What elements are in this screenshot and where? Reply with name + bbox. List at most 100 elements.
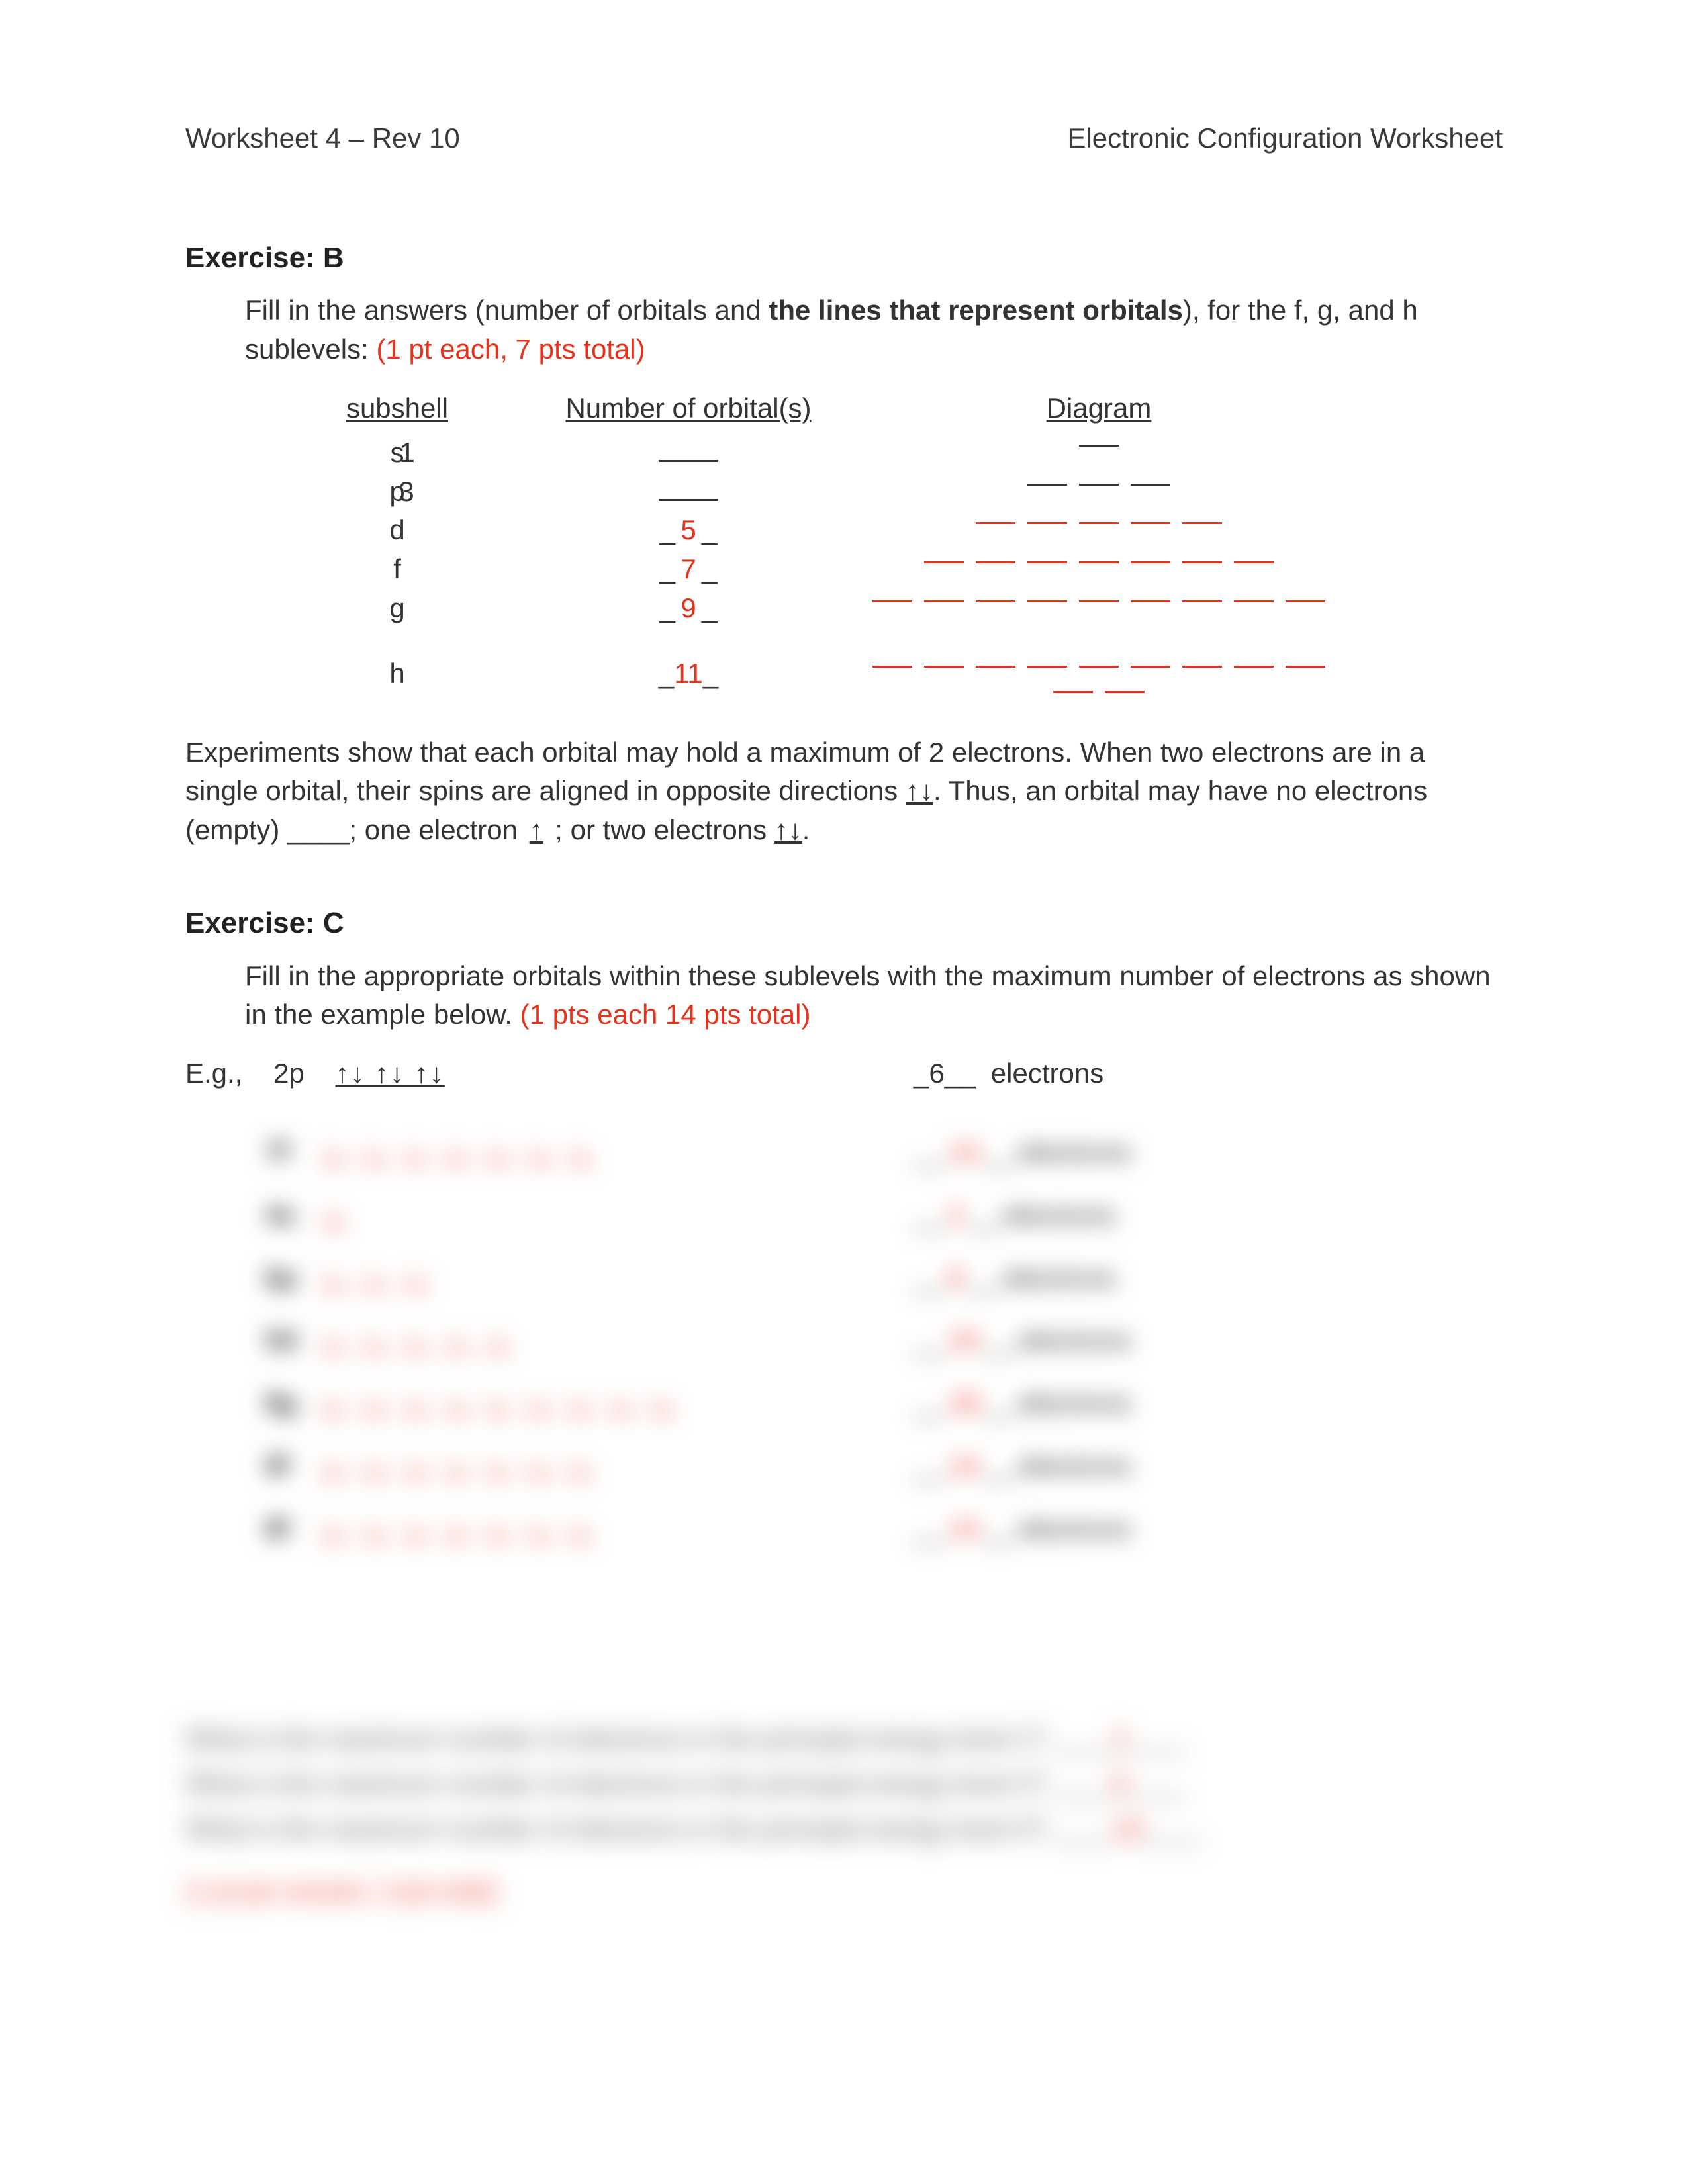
subshell-cell: g <box>278 589 516 628</box>
orbital-arrows: ↑↓ <box>361 1387 387 1422</box>
orbital-line <box>1079 433 1119 447</box>
subshell-cell: s1 <box>278 433 516 473</box>
electrons-word: electrons <box>1018 1321 1131 1360</box>
diagram-cell <box>861 550 1337 563</box>
orbital-line <box>924 589 964 602</box>
orbital-line <box>976 511 1015 524</box>
list-item: 8g↑↓↑↓↑↓↑↓↑↓↑↓↑↓↑↓↑↓__18__ electrons <box>265 1384 1503 1423</box>
header-subshell: subshell <box>278 389 516 428</box>
eg-count: _6__ <box>914 1058 975 1089</box>
orbital-arrows: ↑↓ <box>485 1450 510 1485</box>
orbital-arrows: ↑↓ <box>320 1262 346 1297</box>
electron-count: 2 <box>949 1196 964 1235</box>
header-left: Worksheet 4 – Rev 10 <box>185 119 460 158</box>
orbital-arrows: ↑↓ <box>485 1136 510 1171</box>
orbital-line <box>1053 680 1093 693</box>
orbital-arrows: ↑↓ <box>361 1136 387 1171</box>
exb-instr-bold: the lines that represent orbitals <box>769 295 1183 326</box>
orbital-line <box>976 550 1015 563</box>
table-header-row: subshell Number of orbital(s) Diagram <box>278 389 1503 428</box>
page-header: Worksheet 4 – Rev 10 Electronic Configur… <box>185 119 1503 158</box>
table-row: g_9_ <box>278 589 1503 628</box>
table-row: d_5_ <box>278 511 1503 550</box>
eg-orbitals: ↑↓ ↑↓ ↑↓ <box>335 1058 444 1089</box>
orbital-arrows: ↑↓ <box>444 1136 469 1171</box>
orbital-count-cell: _11_ <box>516 655 861 694</box>
orbital-arrows: ↑↓ <box>320 1513 346 1548</box>
orbital-arrows: ↑↓ <box>567 1450 592 1485</box>
explanation-paragraph: Experiments show that each orbital may h… <box>185 733 1503 850</box>
exb-instr-a: Fill in the answers (number of orbitals … <box>245 295 769 326</box>
exercise-c-rows-blurred: 7f↑↓↑↓↑↓↑↓↑↓↑↓↑↓__14__ electrons4s↑↓__2_… <box>265 1133 1503 1549</box>
electron-count: 10 <box>949 1321 980 1360</box>
arrow-up: ↑ <box>526 814 547 845</box>
header-number: Number of orbital(s) <box>516 389 861 428</box>
orbital-line <box>976 655 1015 668</box>
diagram-cell <box>861 473 1337 486</box>
orbital-arrows: ↑↓ <box>567 1513 592 1548</box>
list-item: 4s↑↓__2__ electrons <box>265 1196 1503 1235</box>
list-item: 7f↑↓↑↓↑↓↑↓↑↓↑↓↑↓__14__ electrons <box>265 1133 1503 1172</box>
electrons-word: electrons <box>1018 1133 1131 1172</box>
orbital-line <box>1027 550 1067 563</box>
electrons-word: electrons <box>1003 1259 1115 1298</box>
exercise-b-title: Exercise: B <box>185 238 1503 279</box>
orbital-line <box>1079 550 1119 563</box>
orbital-line <box>1286 589 1325 602</box>
subshell-cell: f <box>278 550 516 589</box>
orbital-arrows: ↑↓ <box>526 1513 551 1548</box>
orbital-arrows: ↑↓ <box>567 1136 592 1171</box>
exercise-c-example: E.g., 2p ↑↓ ↑↓ ↑↓ _6__ electrons <box>185 1054 1503 1093</box>
orbital-count-cell <box>516 433 861 473</box>
eg-word: electrons <box>991 1058 1103 1089</box>
body-d: . <box>802 814 810 845</box>
orbital-line <box>1131 473 1170 486</box>
orbital-arrows: ↑↓ <box>649 1387 674 1422</box>
header-diagram: Diagram <box>861 389 1337 428</box>
orbital-arrows: ↑↓ <box>361 1324 387 1359</box>
orbital-arrows: ↑↓ <box>402 1136 428 1171</box>
orbital-arrows: ↑↓ <box>320 1450 346 1485</box>
electrons-word: electrons <box>1018 1384 1131 1423</box>
sublevel-label: 8g <box>265 1384 305 1423</box>
orbital-arrows: ↑↓ <box>320 1387 346 1422</box>
orbital-arrows: ↑↓ <box>402 1262 428 1297</box>
electron-count: 14 <box>949 1133 980 1172</box>
orbital-arrows: ↑↓ <box>444 1450 469 1485</box>
table-row: s1 <box>278 433 1503 473</box>
orbital-line <box>872 655 912 668</box>
list-item: 6p↑↓↑↓↑↓__6__ electrons <box>265 1259 1503 1298</box>
question-line: What is the maximum number of electrons … <box>185 1721 1503 1758</box>
orbital-arrows: ↑↓ <box>320 1324 346 1359</box>
subshell-cell: p3 <box>278 473 516 512</box>
orbital-arrows: ↑↓ <box>361 1450 387 1485</box>
orbital-line <box>924 550 964 563</box>
orbital-arrows: ↑↓ <box>485 1387 510 1422</box>
diagram-cell <box>861 655 1337 693</box>
points-total: (1 pt per answer, 3 pts total) <box>185 1874 1503 1909</box>
sublevel-label: 6p <box>265 1259 305 1298</box>
orbital-line <box>1182 511 1222 524</box>
sublevel-label: 4s <box>265 1196 305 1235</box>
electrons-word: electrons <box>1003 1196 1115 1235</box>
diagram-cell <box>861 589 1337 602</box>
electron-count: 18 <box>949 1384 980 1423</box>
blurred-questions: What is the maximum number of electrons … <box>185 1721 1503 1909</box>
orbital-count-cell <box>516 473 861 512</box>
exc-pts: (1 pts each 14 pts total) <box>520 999 811 1030</box>
orbital-count-cell: _7_ <box>516 550 861 589</box>
orbital-line <box>1234 655 1274 668</box>
orbital-line <box>1286 655 1325 668</box>
electrons-word: electrons <box>1018 1510 1131 1549</box>
orbital-arrows: ↑↓ <box>402 1324 428 1359</box>
exercise-b-instruction: Fill in the answers (number of orbitals … <box>245 291 1503 369</box>
orbital-line <box>872 589 912 602</box>
subshell-cell: d <box>278 511 516 550</box>
orbital-arrows: ↑↓ <box>361 1262 387 1297</box>
orbital-line <box>1131 589 1170 602</box>
electron-count: 6 <box>949 1259 964 1298</box>
orbital-arrows: ↑↓ <box>444 1513 469 1548</box>
eg-sublevel: 2p <box>273 1058 305 1089</box>
orbital-arrows: ↑↓ <box>526 1136 551 1171</box>
orbital-arrows: ↑↓ <box>402 1387 428 1422</box>
